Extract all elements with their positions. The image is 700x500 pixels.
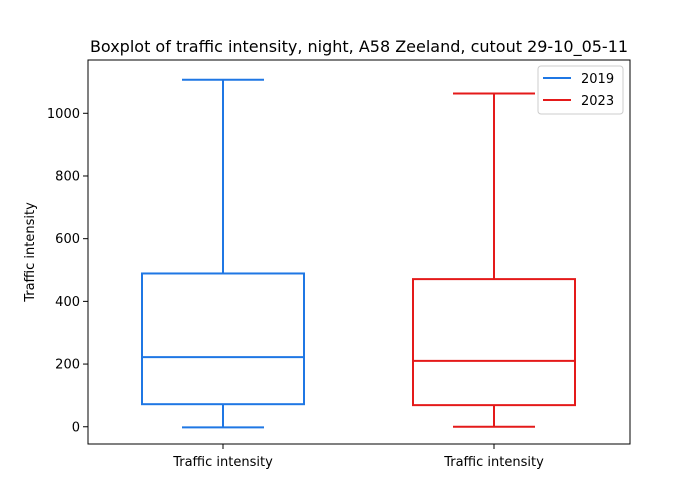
y-tick-label-200: 200 [55, 358, 80, 373]
legend: 2019 2023 [537, 65, 624, 115]
y-tick-label-1000: 1000 [47, 107, 80, 122]
series-2019-box [141, 272, 305, 406]
y-tick-label-600: 600 [55, 232, 80, 247]
chart-title: Boxplot of traffic intensity, night, A58… [90, 37, 628, 57]
series-2023-box [412, 278, 576, 407]
legend-label-2023: 2023 [581, 94, 614, 109]
x-tick-label-1: Traffic intensity [443, 455, 544, 470]
plot-area: 0 200 400 600 800 1000 Traffic intensity Traffi… [47, 78, 576, 470]
x-tick-label-0: Traffic intensity [172, 455, 273, 470]
y-tick-label-400: 400 [55, 295, 80, 310]
y-tick-label-800: 800 [55, 169, 80, 184]
y-tick-label-0: 0 [72, 420, 80, 435]
legend-label-2019: 2019 [581, 72, 614, 87]
plot-frame [87, 59, 631, 445]
y-axis-label: Traffic intensity [23, 202, 38, 303]
